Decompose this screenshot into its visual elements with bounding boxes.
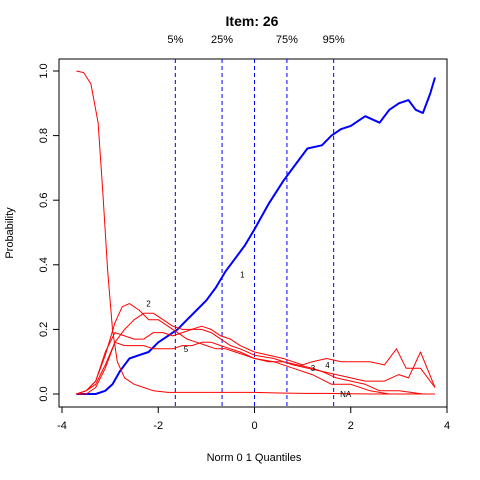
y-tick-label-0: 0.0: [38, 386, 50, 401]
series-line-3: [76, 312, 435, 395]
curve-label-4: 4: [325, 361, 330, 370]
series-line-5: [76, 341, 435, 395]
y-tick-label-2: 0.4: [38, 257, 50, 272]
x-tick-label-2: 0: [251, 420, 257, 432]
y-tick-label-1: 0.2: [38, 322, 50, 337]
x-tick-label-0: -4: [57, 420, 67, 432]
y-axis-label: Probability: [4, 207, 16, 259]
series-line-4: [76, 325, 436, 395]
percentile-label-0: 5%: [167, 34, 183, 46]
x-axis-label: Norm 0 1 Quantiles: [207, 452, 302, 464]
x-axis: -4 -2 0 2 4: [57, 406, 450, 432]
series-lines: [76, 70, 436, 395]
percentile-label-3: 75%: [276, 34, 298, 46]
curve-labels: 1 2 3 4 5 NA: [146, 270, 352, 399]
x-tick-label-3: 2: [348, 420, 354, 432]
curve-label-1: 1: [240, 270, 245, 279]
x-tick-label-4: 4: [444, 420, 450, 432]
y-tick-label-3: 0.6: [38, 193, 50, 208]
curve-label-5: 5: [184, 345, 189, 354]
series-line-NA: [76, 70, 435, 395]
curve-label-2: 2: [146, 300, 151, 309]
y-tick-label-4: 0.8: [38, 128, 50, 143]
chart-title: Item: 26: [226, 13, 279, 29]
series-line-1: [76, 77, 436, 395]
curve-label-3: 3: [311, 364, 316, 373]
percentile-labels: 5% 25% 75% 95%: [167, 34, 345, 46]
x-tick-label-1: -2: [153, 420, 163, 432]
y-axis: 0.0 0.2 0.4 0.6 0.8 1.0: [38, 63, 59, 402]
series-line-2: [76, 303, 436, 395]
y-tick-label-5: 1.0: [38, 63, 50, 78]
percentile-label-1: 25%: [211, 34, 233, 46]
percentile-label-4: 95%: [323, 34, 345, 46]
curve-label-NA: NA: [340, 390, 352, 399]
